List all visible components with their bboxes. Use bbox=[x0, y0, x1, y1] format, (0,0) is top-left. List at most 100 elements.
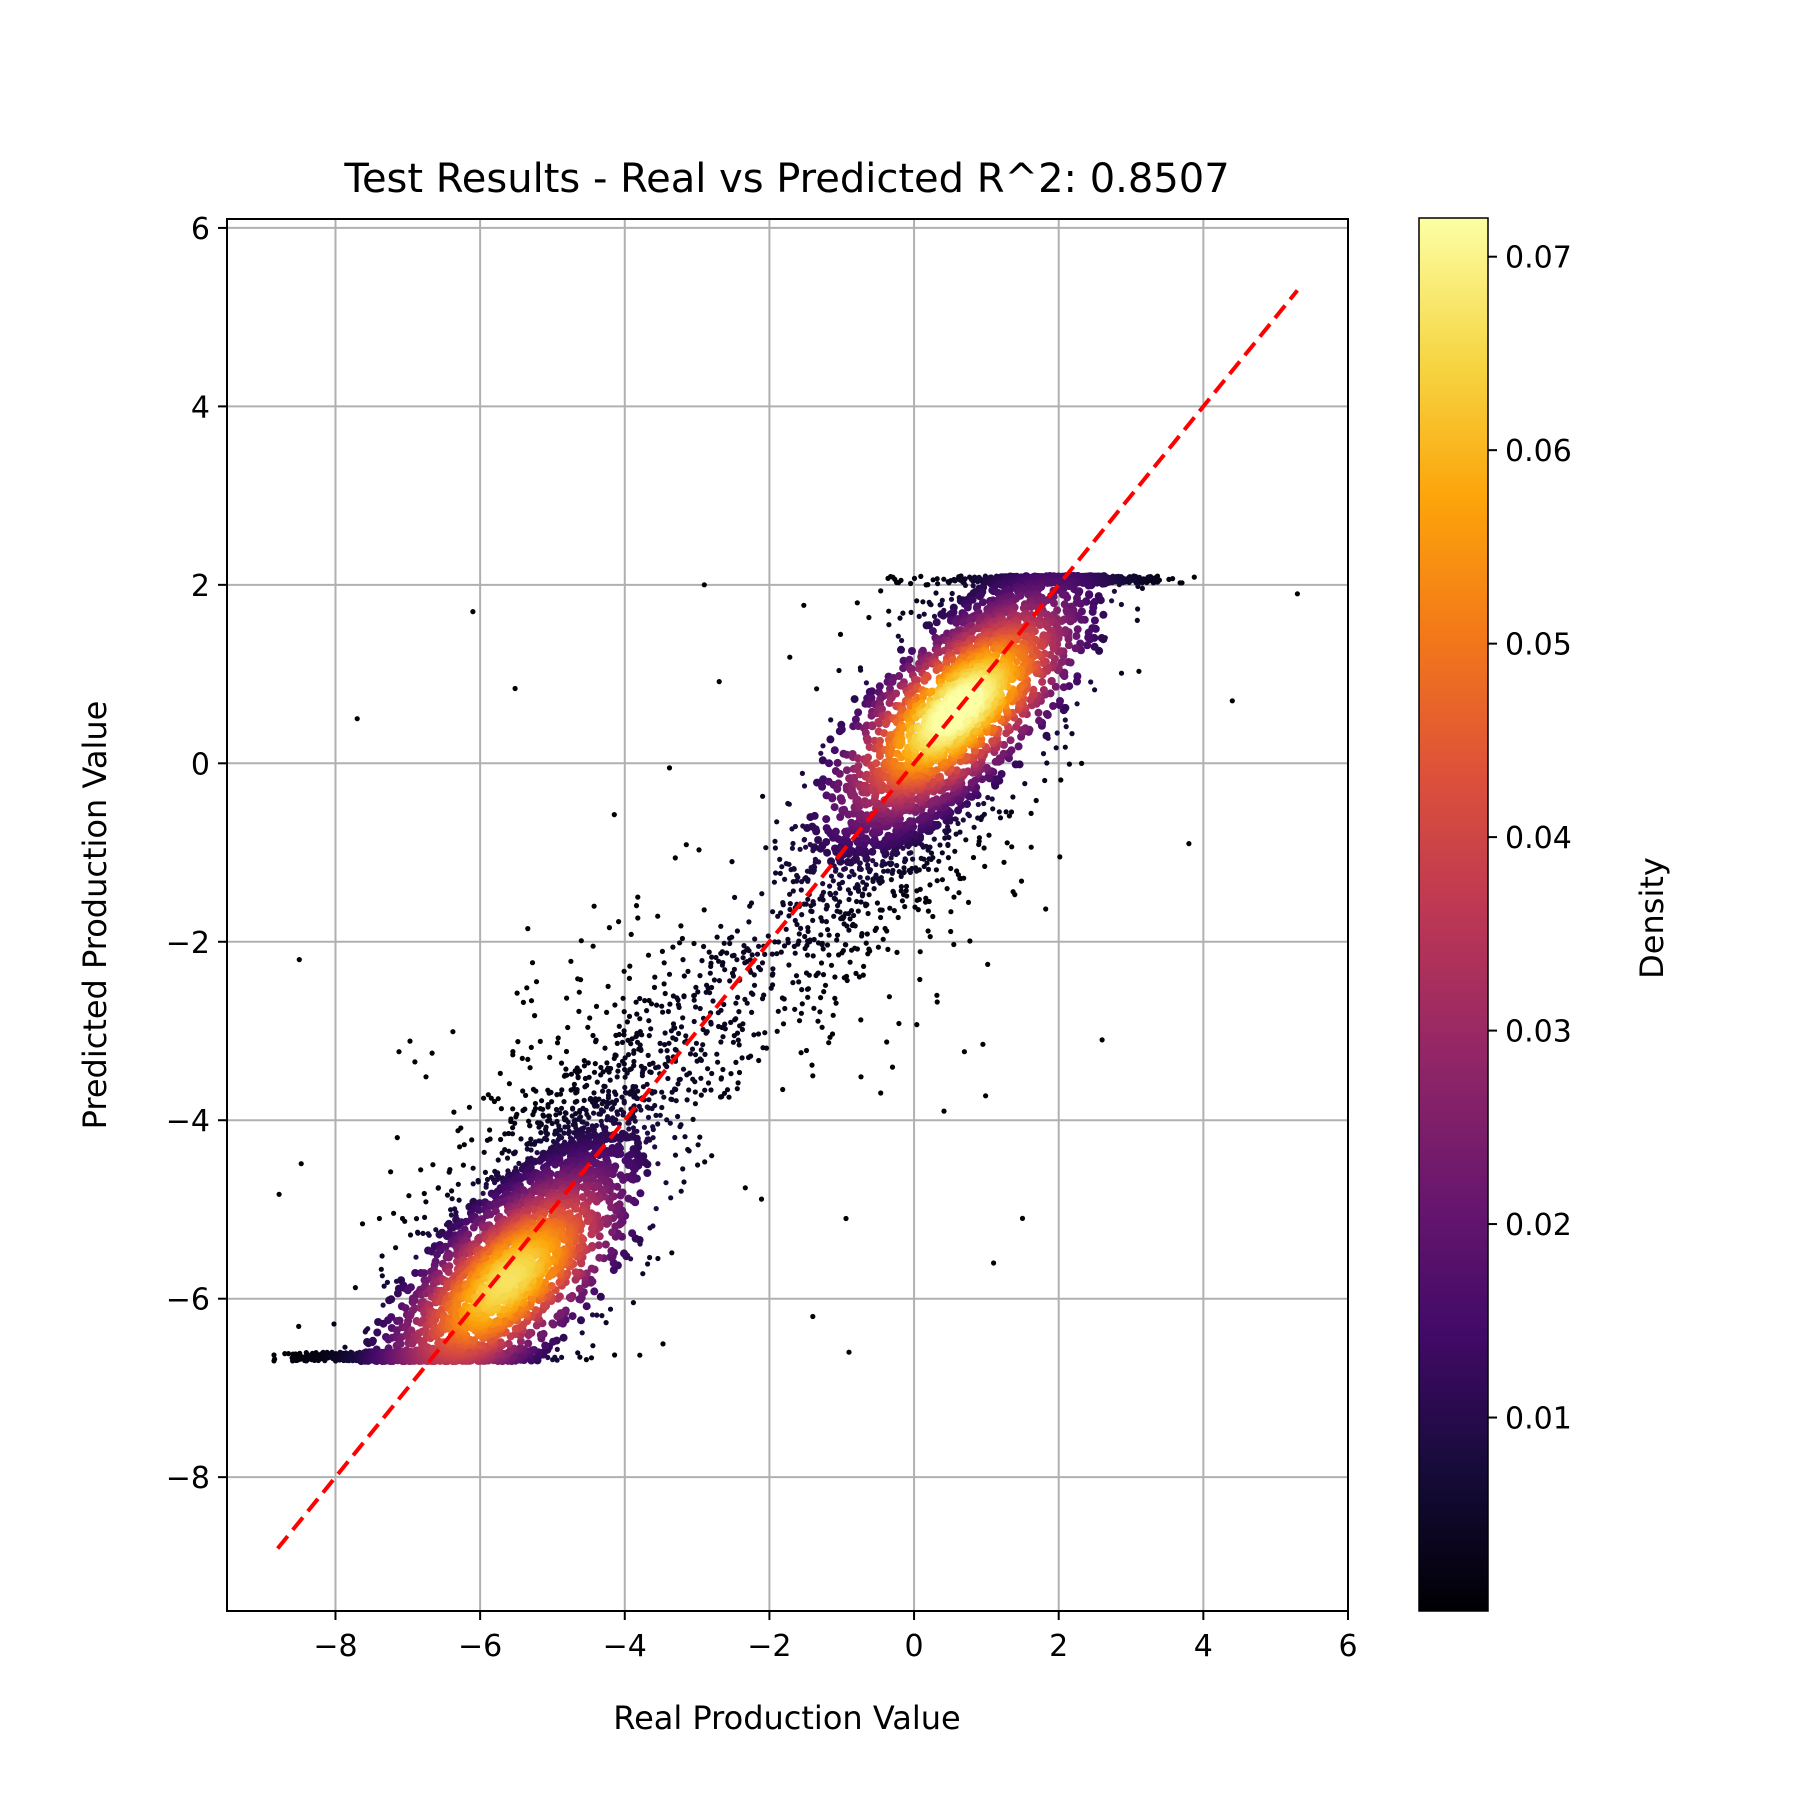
scatter-point bbox=[778, 949, 784, 955]
scatter-point bbox=[906, 817, 914, 826]
scatter-point bbox=[857, 874, 863, 880]
scatter-point bbox=[474, 1205, 483, 1214]
scatter-point bbox=[733, 1059, 739, 1065]
scatter-point bbox=[1088, 679, 1094, 685]
scatter-point bbox=[1029, 685, 1038, 694]
scatter-point bbox=[854, 898, 860, 905]
scatter-point bbox=[456, 1197, 462, 1203]
scatter-point bbox=[626, 975, 633, 982]
scatter-point bbox=[826, 952, 832, 958]
scatter-point bbox=[707, 990, 713, 996]
scatter-point bbox=[662, 990, 668, 997]
scatter-point bbox=[667, 1120, 673, 1126]
scatter-point bbox=[633, 903, 640, 909]
scatter-point bbox=[733, 1000, 739, 1006]
scatter-point bbox=[693, 1004, 699, 1010]
scatter-point bbox=[612, 1002, 618, 1008]
scatter-point bbox=[406, 1283, 415, 1292]
scatter-point bbox=[787, 901, 793, 907]
scatter-point bbox=[421, 1190, 427, 1197]
scatter-point bbox=[954, 868, 960, 874]
scatter-point bbox=[792, 823, 799, 830]
scatter-point bbox=[823, 919, 830, 925]
scatter-point bbox=[865, 862, 871, 868]
scatter-point bbox=[1073, 625, 1082, 634]
scatter-point bbox=[1019, 1215, 1026, 1221]
scatter-point bbox=[622, 1074, 628, 1080]
scatter-point bbox=[826, 1040, 832, 1046]
scatter-point bbox=[433, 1227, 439, 1233]
scatter-point bbox=[988, 737, 997, 746]
scatter-point bbox=[924, 860, 930, 866]
scatter-point bbox=[739, 1026, 746, 1033]
scatter-point bbox=[611, 812, 617, 818]
scatter-point bbox=[792, 1006, 798, 1012]
scatter-point bbox=[406, 1193, 412, 1199]
scatter-point bbox=[734, 1086, 740, 1092]
scatter-point bbox=[898, 873, 904, 880]
scatter-point bbox=[652, 1144, 658, 1150]
scatter-point bbox=[934, 576, 940, 582]
scatter-point bbox=[857, 864, 863, 871]
scatter-point bbox=[896, 580, 902, 586]
scatter-point bbox=[811, 863, 817, 869]
scatter-point bbox=[810, 953, 816, 959]
scatter-point bbox=[751, 1032, 757, 1038]
scatter-point bbox=[981, 811, 988, 817]
scatter-point bbox=[731, 1033, 737, 1039]
scatter-point bbox=[715, 1010, 721, 1016]
scatter-point bbox=[510, 1106, 516, 1112]
scatter-point bbox=[930, 577, 936, 583]
scatter-point bbox=[611, 1055, 617, 1061]
scatter-point bbox=[578, 938, 584, 944]
scatter-point bbox=[637, 1016, 643, 1022]
scatter-point bbox=[809, 1062, 815, 1068]
scatter-point bbox=[693, 984, 699, 990]
scatter-point bbox=[393, 1289, 402, 1298]
scatter-point bbox=[575, 1075, 581, 1081]
scatter-point bbox=[485, 1092, 491, 1098]
scatter-point bbox=[684, 1072, 690, 1078]
scatter-point bbox=[541, 1341, 550, 1350]
scatter-point bbox=[668, 1096, 674, 1102]
scatter-point bbox=[805, 925, 811, 931]
scatter-point bbox=[664, 1048, 670, 1054]
scatter-point bbox=[669, 1250, 675, 1256]
scatter-point bbox=[1040, 751, 1047, 757]
scatter-point bbox=[705, 1080, 712, 1086]
scatter-point bbox=[908, 609, 914, 616]
scatter-point bbox=[917, 949, 923, 955]
scatter-point bbox=[574, 1089, 580, 1095]
scatter-point bbox=[407, 1232, 414, 1238]
scatter-point bbox=[635, 915, 641, 921]
scatter-point bbox=[575, 1284, 584, 1293]
scatter-point bbox=[296, 957, 302, 963]
scatter-point bbox=[632, 1118, 638, 1124]
scatter-point bbox=[826, 932, 832, 938]
scatter-point bbox=[957, 829, 963, 835]
scatter-point bbox=[470, 1165, 476, 1171]
scatter-point bbox=[1050, 599, 1058, 608]
scatter-point bbox=[860, 972, 866, 978]
scatter-point bbox=[963, 603, 972, 612]
scatter-point bbox=[1063, 724, 1069, 730]
scatter-point bbox=[410, 1296, 419, 1305]
scatter-point bbox=[396, 1049, 402, 1055]
scatter-point bbox=[997, 770, 1006, 778]
scatter-point bbox=[1083, 641, 1092, 650]
scatter-point bbox=[760, 1045, 766, 1051]
scatter-point bbox=[709, 1153, 715, 1159]
scatter-point bbox=[537, 1038, 543, 1044]
scatter-point bbox=[381, 1283, 387, 1289]
scatter-point bbox=[667, 1001, 673, 1007]
scatter-point bbox=[873, 925, 880, 931]
scatter-point bbox=[561, 1099, 567, 1105]
scatter-point bbox=[975, 801, 981, 808]
scatter-point bbox=[636, 1189, 645, 1198]
scatter-point bbox=[680, 1015, 686, 1021]
scatter-point bbox=[708, 963, 714, 970]
scatter-point bbox=[902, 904, 908, 910]
scatter-point bbox=[627, 1091, 633, 1097]
scatter-point bbox=[578, 1207, 587, 1216]
scatter-point bbox=[728, 1071, 734, 1077]
